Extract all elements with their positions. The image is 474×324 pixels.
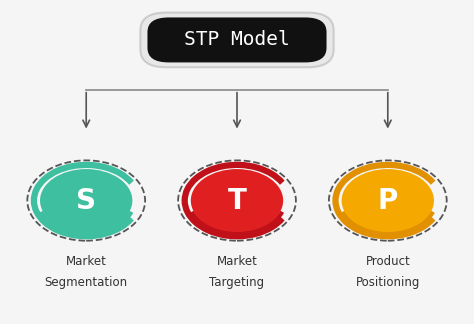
Text: STP Model: STP Model [184,30,290,50]
FancyBboxPatch shape [147,17,327,63]
Text: Market: Market [66,255,107,268]
Text: P: P [378,187,398,214]
Text: Product: Product [365,255,410,268]
Text: T: T [228,187,246,214]
Text: Targeting: Targeting [210,276,264,289]
Circle shape [342,169,434,232]
Text: Positioning: Positioning [356,276,420,289]
Circle shape [191,169,283,232]
Circle shape [40,169,132,232]
Text: Segmentation: Segmentation [45,276,128,289]
Text: Market: Market [217,255,257,268]
Text: S: S [76,187,96,214]
FancyBboxPatch shape [140,13,334,67]
